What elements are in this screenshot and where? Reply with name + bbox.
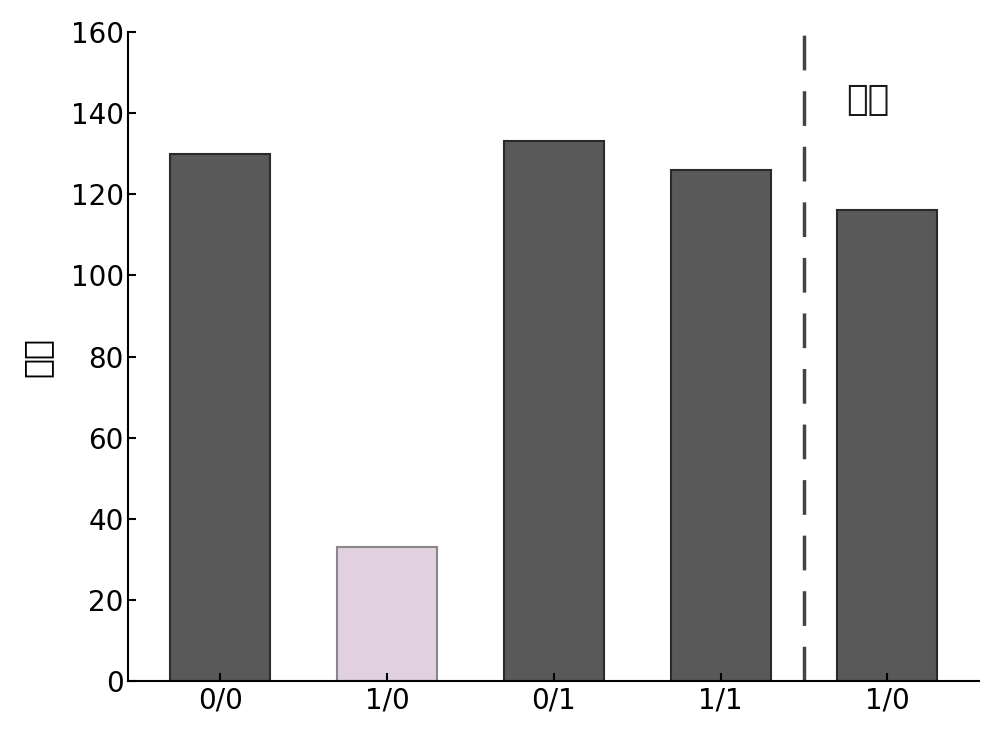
Y-axis label: 红値: 红値: [21, 337, 54, 376]
Bar: [337, 548, 437, 681]
Bar: [170, 154, 270, 681]
Text: 重置: 重置: [846, 83, 889, 117]
Bar: [671, 170, 771, 681]
Bar: [837, 210, 937, 681]
Bar: [504, 141, 604, 681]
